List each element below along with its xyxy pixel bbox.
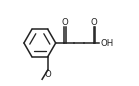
Text: O: O	[91, 18, 98, 27]
Text: O: O	[61, 18, 68, 27]
Text: O: O	[44, 70, 51, 79]
Text: OH: OH	[100, 39, 114, 47]
